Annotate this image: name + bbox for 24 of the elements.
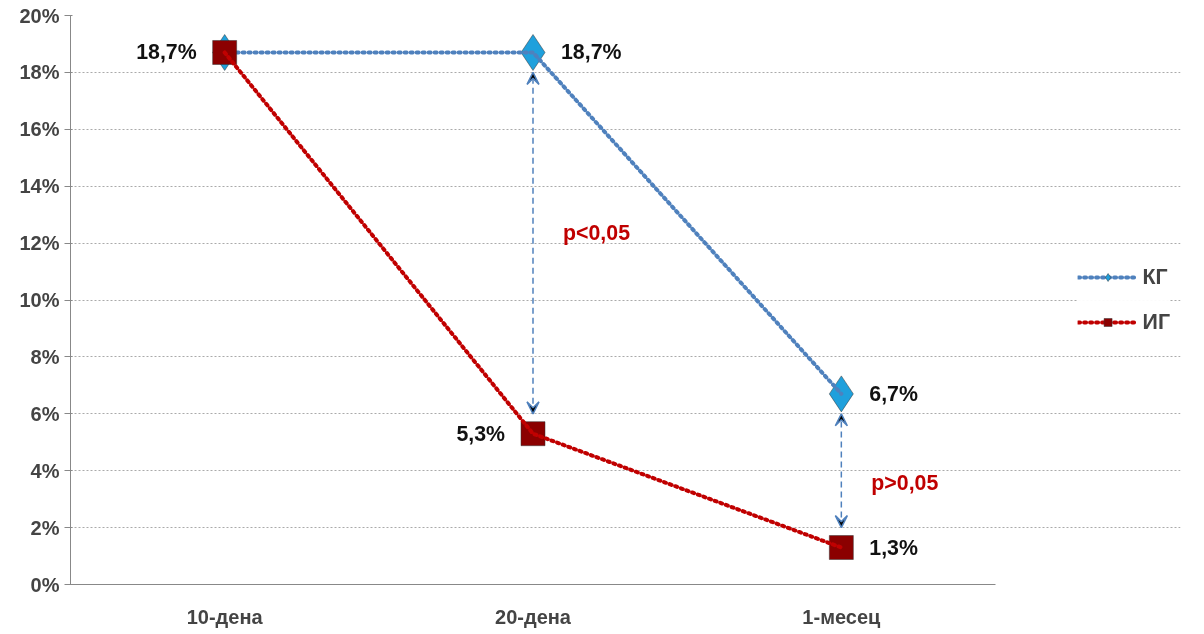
y-tick-label: 0%	[30, 573, 60, 596]
y-tick-label: 16%	[19, 118, 60, 141]
point	[829, 535, 854, 560]
data-label: 6,7%	[869, 381, 918, 406]
annotation: p>0,05	[871, 470, 939, 495]
y-tick-label: 14%	[19, 175, 60, 198]
y-tick-label: 12%	[19, 232, 60, 255]
y-tick-label: 20%	[19, 4, 60, 27]
y-tick-label: 10%	[19, 289, 60, 311]
legend-label: ИГ	[1142, 309, 1170, 335]
x-tick-label: 10-дена	[186, 605, 264, 628]
legend-label: КГ	[1142, 264, 1168, 290]
y-tick-label: 18%	[19, 61, 60, 84]
data-label: 18,7%	[561, 40, 622, 65]
y-tick-label: 4%	[30, 459, 60, 482]
x-tick-label: 20-дена	[495, 605, 572, 628]
y-tick-label: 2%	[30, 516, 60, 539]
data-label: 5,3%	[456, 421, 506, 446]
annotation: p<0,05	[563, 221, 631, 246]
data-label: 1,3%	[869, 535, 918, 560]
x-tick-label: 1-месец	[802, 605, 882, 628]
y-tick-label: 6%	[30, 402, 60, 425]
data-label: 18,7%	[136, 40, 197, 65]
y-tick-label: 8%	[30, 345, 60, 368]
